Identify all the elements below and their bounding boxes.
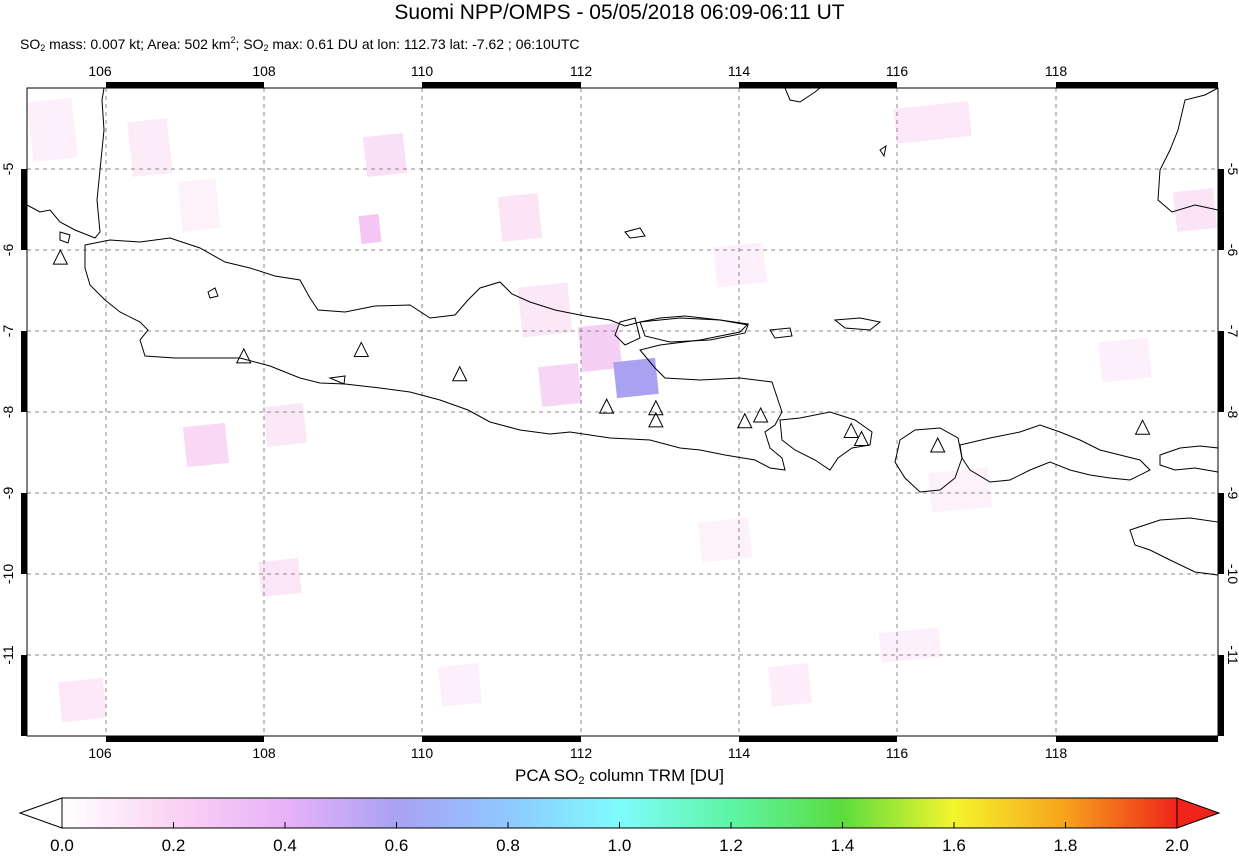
summary-sup: 2	[230, 35, 236, 45]
coastlines	[26, 87, 1219, 576]
lat-tick-left: -5	[0, 163, 16, 176]
summary-part2: mass: 0.007 kt; Area: 502 km	[45, 36, 231, 52]
summary-part1: SO	[20, 36, 41, 52]
colorbar-tick-label: 0.2	[161, 836, 186, 855]
colorbar-tick-label: 1.2	[719, 836, 743, 855]
summary-sub1: 2	[40, 43, 46, 53]
volcano-marker	[353, 341, 370, 357]
summary-part4: max: 0.61 DU at lon: 112.73 lat: -7.62 ;…	[268, 36, 580, 52]
colorbar-over-arrow	[1176, 797, 1221, 829]
lon-tick-bottom: 114	[728, 745, 751, 760]
lon-tick-top: 116	[886, 63, 909, 79]
lon-tick-top: 118	[1045, 63, 1068, 79]
colorbar-title: PCA SO2 column TRM [DU]	[0, 766, 1239, 787]
volcano-marker	[736, 412, 753, 429]
colorbar	[18, 797, 1221, 829]
colorbar-tick-label: 1.0	[607, 836, 632, 855]
colorbar-tick-label: 0.8	[496, 836, 520, 855]
map-frame	[21, 82, 1224, 742]
colorbar-tick-label: 0.6	[384, 836, 409, 855]
volcano-marker	[1134, 419, 1151, 435]
volcano-marker	[752, 406, 769, 423]
lon-tick-top: 114	[728, 63, 751, 79]
volcano-marker	[52, 248, 69, 265]
lon-tick-bottom: 106	[88, 745, 112, 760]
colorbar-tick-label: 1.8	[1053, 836, 1078, 855]
so2-pixels	[26, 97, 1217, 723]
colorbar-ticklines	[61, 822, 1178, 828]
page-title: Suomi NPP/OMPS - 05/05/2018 06:09-06:11 …	[394, 1, 845, 24]
colorbar-under-arrow	[18, 797, 63, 829]
lon-tick-bottom: 118	[1045, 745, 1068, 760]
volcano-marker	[648, 411, 664, 428]
lat-tick-right: -10	[1225, 564, 1239, 584]
lon-tick-bottom: 108	[252, 745, 276, 760]
lon-tick-bottom: 110	[411, 745, 434, 760]
lat-tick-right: -9	[1225, 487, 1239, 500]
lon-tick-bottom: 112	[570, 745, 593, 760]
volcano-markers	[52, 248, 1151, 453]
lat-tick-right: -7	[1225, 325, 1239, 338]
lat-tick-right: -6	[1225, 244, 1239, 257]
lat-tick-left: -11	[0, 645, 16, 664]
colorbar-tick-label: 0.4	[273, 836, 297, 855]
lat-tick-right: -8	[1225, 406, 1239, 419]
colorbar-tick-label: 1.4	[830, 836, 855, 855]
lon-tick-top: 110	[411, 63, 434, 79]
lat-tick-right: -11	[1225, 645, 1239, 664]
lat-tick-right: -5	[1225, 163, 1239, 176]
lat-tick-left: -9	[0, 487, 16, 500]
lat-tick-left: -10	[0, 564, 16, 584]
volcano-marker	[235, 347, 252, 364]
volcano-marker	[853, 430, 870, 447]
volcano-marker	[598, 398, 615, 414]
volcano-marker	[843, 422, 859, 438]
so2-map: 106 108 110 112 114 116 118 106 108 110 …	[0, 63, 1239, 760]
colorbar-title-pre: PCA SO	[515, 766, 579, 785]
volcano-marker	[648, 399, 664, 416]
lon-tick-bottom: 116	[886, 745, 909, 760]
lon-tick-top: 112	[570, 63, 593, 79]
lat-tick-left: -8	[0, 406, 16, 419]
lon-tick-top: 106	[88, 63, 112, 79]
summary-sub2: 2	[263, 43, 269, 53]
lon-labels-bottom: 106 108 110 112 114 116 118	[88, 745, 1067, 760]
lat-labels-right: -5 -6 -7 -8 -9 -10 -11	[1225, 163, 1239, 665]
colorbar-tick-label: 0.0	[50, 836, 74, 855]
lat-tick-left: -7	[0, 325, 16, 338]
colorbar-tick-label: 2.0	[1165, 836, 1189, 855]
colorbar-title-post: column TRM [DU]	[584, 766, 724, 785]
colorbar-tick-label: 1.6	[942, 836, 966, 855]
volcano-marker	[929, 436, 946, 453]
lat-labels-left: -5 -6 -7 -8 -9 -10 -11	[0, 163, 16, 665]
lat-tick-left: -6	[0, 244, 16, 257]
volcano-marker	[451, 365, 468, 382]
so2-summary: SO2 mass: 0.007 kt; Area: 502 km2; SO2 m…	[20, 35, 580, 53]
lon-labels-top: 106 108 110 112 114 116 118	[88, 63, 1067, 79]
graticule	[27, 88, 1218, 736]
colorbar-title-sub: 2	[578, 775, 585, 787]
summary-part3: ; SO	[235, 36, 264, 52]
lon-tick-top: 108	[252, 63, 276, 79]
